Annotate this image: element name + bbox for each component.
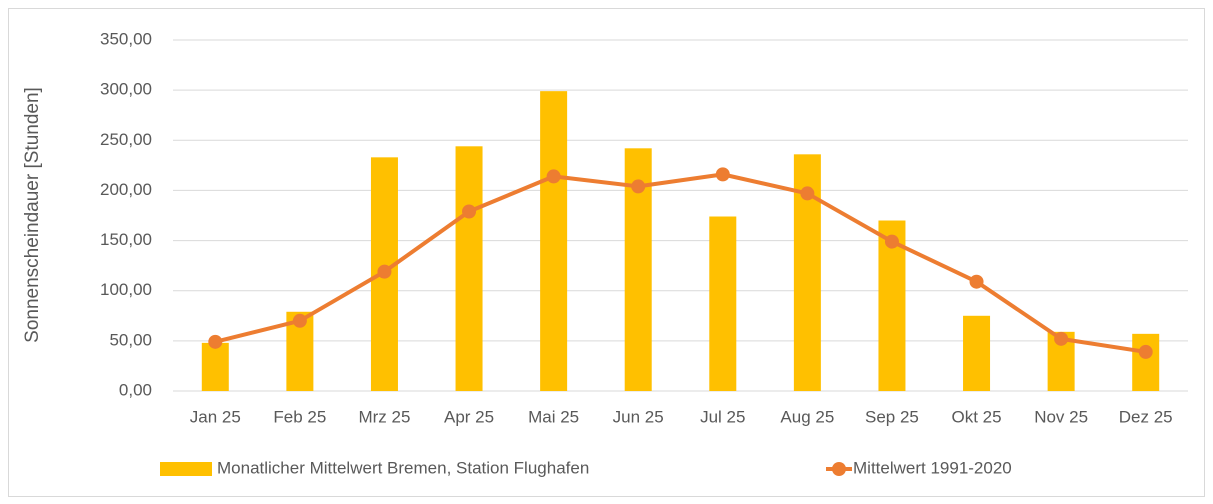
y-axis-title: Sonnenscheindauer [Stunden] <box>22 87 43 343</box>
x-tick-label: Mrz 25 <box>358 407 410 426</box>
legend-label: Monatlicher Mittelwert Bremen, Station F… <box>217 458 589 477</box>
y-tick-label: 150,00 <box>100 230 152 249</box>
line <box>214 172 1147 354</box>
line-marker <box>631 179 646 194</box>
bar <box>963 315 991 391</box>
bar <box>1132 333 1160 391</box>
bar <box>878 220 906 391</box>
x-tick-label: Sep 25 <box>865 407 919 426</box>
line-marker <box>715 167 730 182</box>
x-tick-label: Apr 25 <box>444 407 494 426</box>
bar <box>201 342 229 391</box>
bar <box>709 216 737 391</box>
x-tick-label: Jan 25 <box>190 407 241 426</box>
legend-swatch <box>160 462 212 476</box>
bar <box>540 91 568 391</box>
line-marker <box>1138 344 1153 359</box>
line-marker <box>462 204 477 219</box>
x-tick-label: Nov 25 <box>1034 407 1088 426</box>
line-marker <box>800 186 815 201</box>
y-tick-label: 200,00 <box>100 180 152 199</box>
x-tick-label: Dez 25 <box>1119 407 1173 426</box>
x-tick-label: Jul 25 <box>700 407 745 426</box>
line-marker <box>208 334 223 349</box>
y-tick-label: 50,00 <box>109 330 152 349</box>
x-tick-label: Feb 25 <box>273 407 326 426</box>
chart-frame <box>8 8 1205 497</box>
y-tick-label: 250,00 <box>100 130 152 149</box>
y-tick-label: 0,00 <box>119 380 152 399</box>
x-tick-label: Okt 25 <box>951 407 1001 426</box>
x-tick-label: Jun 25 <box>613 407 664 426</box>
y-tick-label: 300,00 <box>100 80 152 99</box>
line-marker <box>292 313 307 328</box>
y-tick-label: 100,00 <box>100 280 152 299</box>
line-marker <box>546 169 561 184</box>
x-tick-label: Mai 25 <box>528 407 579 426</box>
legend-label: Mittelwert 1991-2020 <box>853 458 1012 477</box>
line-marker <box>377 264 392 279</box>
line-marker <box>969 274 984 289</box>
line-marker <box>884 234 899 249</box>
x-tick-label: Aug 25 <box>780 407 834 426</box>
legend-swatch <box>832 462 846 476</box>
bar <box>455 146 483 391</box>
line-marker <box>1054 331 1069 346</box>
y-tick-label: 350,00 <box>100 29 152 48</box>
